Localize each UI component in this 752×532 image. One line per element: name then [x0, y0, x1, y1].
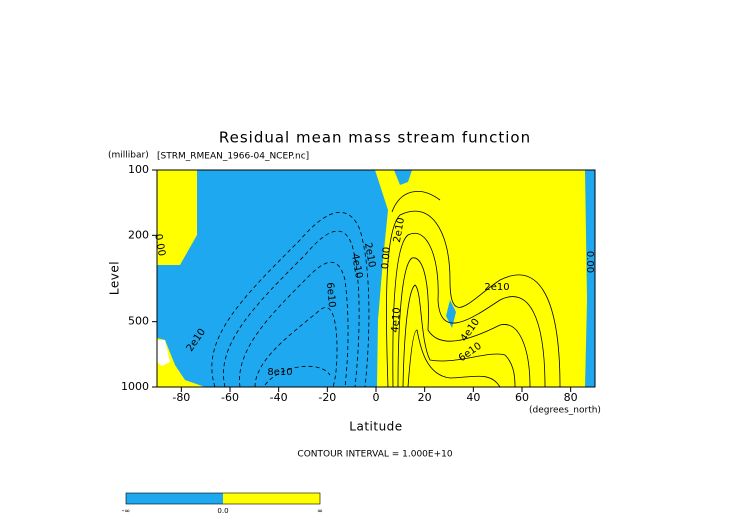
x-tick-label: -80: [172, 391, 190, 404]
x-tick-label: 80: [564, 391, 578, 404]
colorbar-label: 0.0: [217, 507, 228, 515]
contour-label: 6e10: [324, 282, 337, 308]
y-unit: (millibar): [108, 151, 149, 161]
x-unit: (degrees_north): [529, 406, 601, 416]
colorbar-frame: [125, 492, 321, 505]
colorbar-swatch: [126, 493, 223, 504]
x-axis-label: Latitude: [349, 420, 402, 434]
contour-label: 0.00: [152, 233, 167, 257]
contour-line: [211, 212, 370, 388]
subtitle: [STRM_RMEAN_1966-04_NCEP.nc]: [157, 152, 309, 162]
x-tick-label: 20: [418, 391, 432, 404]
contour-line: [397, 257, 531, 388]
contour-line: [254, 307, 338, 388]
contour-line: [386, 210, 561, 388]
contours: [211, 191, 561, 388]
contour-label: 4e10: [349, 253, 364, 280]
contour-line: [407, 329, 501, 388]
x-tick-label: 40: [466, 391, 480, 404]
contour-line: [392, 232, 546, 388]
contour-label: 8e10: [267, 367, 292, 378]
x-tick-label: -40: [270, 391, 288, 404]
contour-label: 4e10: [390, 307, 403, 333]
y-tick-label: 500: [128, 315, 149, 328]
contour-note: CONTOUR INTERVAL = 1.000E+10: [297, 450, 452, 460]
contour-line: [239, 262, 349, 388]
x-tick-label: 0: [373, 391, 380, 404]
contour-label: 0.00: [380, 246, 393, 269]
negative-fill: [446, 300, 456, 328]
y-tick-label: 100: [128, 163, 149, 176]
y-tick-label: 1000: [121, 380, 149, 393]
contour-label: 2e10: [484, 282, 509, 293]
contour-line: [391, 191, 441, 213]
colorbar-swatch: [223, 493, 320, 504]
missing-fill: [157, 340, 170, 366]
x-tick-label: 60: [515, 391, 529, 404]
x-tick-label: -60: [221, 391, 239, 404]
colorbar-label: ∞: [317, 507, 323, 515]
negative-fill: [585, 170, 595, 387]
contour-label: 2e10: [392, 217, 407, 244]
colorbar-label: -∞: [122, 507, 130, 515]
y-tick-label: 200: [128, 228, 149, 241]
chart-title: Residual mean mass stream function: [219, 129, 531, 147]
contour-line: [402, 284, 516, 388]
contour-label: 2e10: [362, 242, 377, 269]
contour-label: 0.00: [584, 251, 595, 273]
contour-labels: 0.00 2e10 4e10 0.00 2e10 6e10 2e10 8e10 …: [152, 217, 595, 378]
y-axis-label: Level: [108, 261, 122, 295]
negative-fill: [157, 170, 388, 387]
contour-line: [264, 365, 331, 386]
x-tick-label: -20: [318, 391, 336, 404]
negative-fill: [394, 170, 412, 185]
